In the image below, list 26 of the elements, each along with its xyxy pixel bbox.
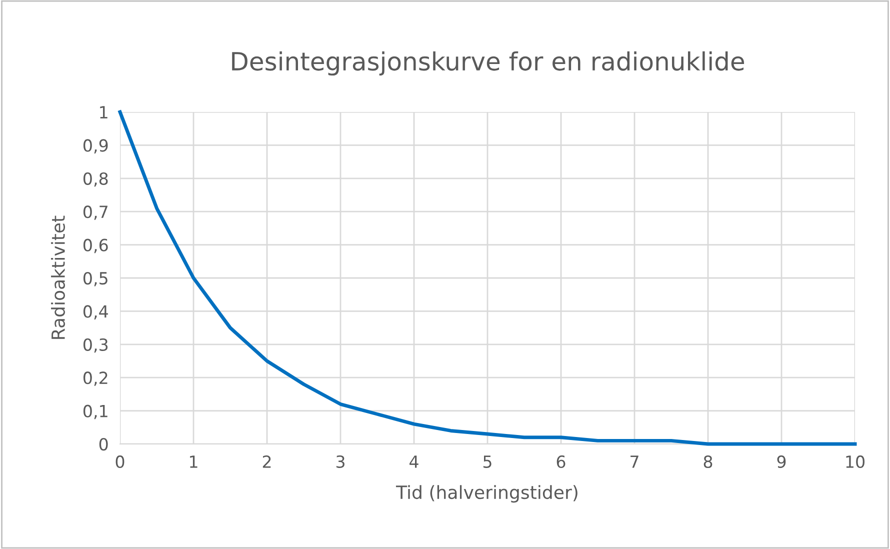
x-tick-label: 7	[630, 456, 638, 468]
x-tick-label: 2	[262, 455, 271, 468]
y-tick-label: 0,6	[83, 238, 108, 254]
x-tick-label: 4	[410, 456, 418, 468]
x-tick-label: 3	[336, 455, 344, 468]
y-tick-label: 0,1	[83, 404, 108, 420]
x-tick-label: 9	[777, 455, 786, 468]
y-tick-label: 0,2	[83, 372, 108, 386]
y-axis-title: Radioaktivitet	[51, 216, 65, 339]
y-tick-label: 0,7	[83, 206, 108, 220]
y-tick-label: 0	[99, 438, 108, 451]
y-tick-label: 0,4	[83, 305, 108, 320]
y-tick-label: 0,9	[83, 139, 108, 154]
y-tick-label: 1	[100, 106, 108, 118]
x-tick-label: 10	[846, 455, 864, 468]
line-series	[118, 110, 857, 446]
y-tick-label: 0,5	[83, 272, 108, 286]
y-tick-label: 0,3	[83, 338, 108, 353]
x-tick-label: 6	[556, 455, 566, 468]
x-tick-label: 8	[704, 455, 712, 468]
x-axis-title: Tid (halveringstider)	[396, 485, 578, 503]
x-tick-label: 0	[116, 455, 124, 468]
x-tick-label: 5	[483, 456, 492, 468]
y-tick-label: 0,8	[83, 172, 108, 187]
chart-title: Desintegrasjonskurve for en radionuklide	[232, 51, 744, 76]
x-tick-label: 1	[190, 456, 198, 468]
